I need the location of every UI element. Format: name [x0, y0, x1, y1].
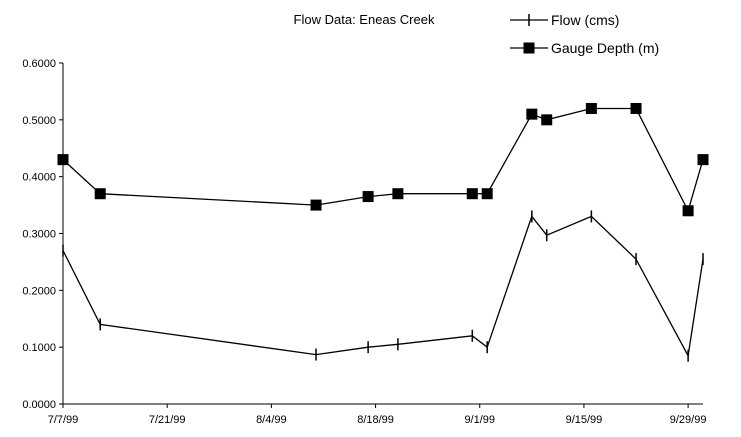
y-tick-label: 0.3000 — [22, 229, 56, 241]
x-tick-label: 7/7/99 — [48, 414, 79, 426]
y-tick-label: 0.4000 — [22, 172, 56, 184]
legend-gauge-marker — [523, 42, 535, 54]
legend-item-gauge-depth: Gauge Depth (m) — [510, 40, 659, 56]
x-tick-label: 7/21/99 — [149, 414, 186, 426]
series-line-flow — [62, 215, 704, 358]
x-tick-label: 9/29/99 — [670, 414, 707, 426]
legend-item-flow: Flow (cms) — [510, 12, 619, 28]
data-point-gauge-depth — [682, 205, 694, 217]
data-point-gauge-depth — [392, 188, 404, 200]
y-tick-label: 0.1000 — [22, 342, 56, 354]
data-point-gauge-depth — [526, 108, 538, 120]
x-tick-label: 9/1/99 — [464, 414, 495, 426]
chart-title: Flow Data: Eneas Creek — [294, 12, 435, 27]
data-point-gauge-depth — [94, 188, 106, 200]
series-layer — [57, 102, 709, 362]
series-line-gauge-depth — [62, 107, 704, 213]
y-tick-label: 0.0000 — [22, 399, 56, 411]
x-tick-label: 8/18/99 — [357, 414, 394, 426]
data-point-gauge-depth — [481, 188, 493, 200]
y-tick-label: 0.2000 — [22, 285, 56, 297]
data-point-gauge-depth — [310, 199, 322, 211]
legend: Flow (cms) Gauge Depth (m) — [510, 12, 659, 56]
legend-flow-label: Flow (cms) — [551, 12, 619, 28]
x-tick-label: 8/4/99 — [256, 414, 287, 426]
axes: 0.0000 0.1000 0.2000 0.3000 0.4000 0.5000 0.60… — [22, 58, 706, 426]
data-point-gauge-depth — [541, 114, 553, 126]
legend-gauge-label: Gauge Depth (m) — [551, 40, 659, 56]
y-tick-label: 0.5000 — [22, 115, 56, 127]
data-point-gauge-depth — [57, 154, 69, 166]
data-point-gauge-depth — [466, 188, 478, 200]
data-point-gauge-depth — [697, 154, 709, 166]
y-tick-label: 0.6000 — [22, 58, 56, 70]
x-tick-label: 9/15/99 — [566, 414, 603, 426]
data-point-gauge-depth — [630, 102, 642, 114]
data-point-gauge-depth — [362, 191, 374, 203]
data-point-gauge-depth — [585, 102, 597, 114]
